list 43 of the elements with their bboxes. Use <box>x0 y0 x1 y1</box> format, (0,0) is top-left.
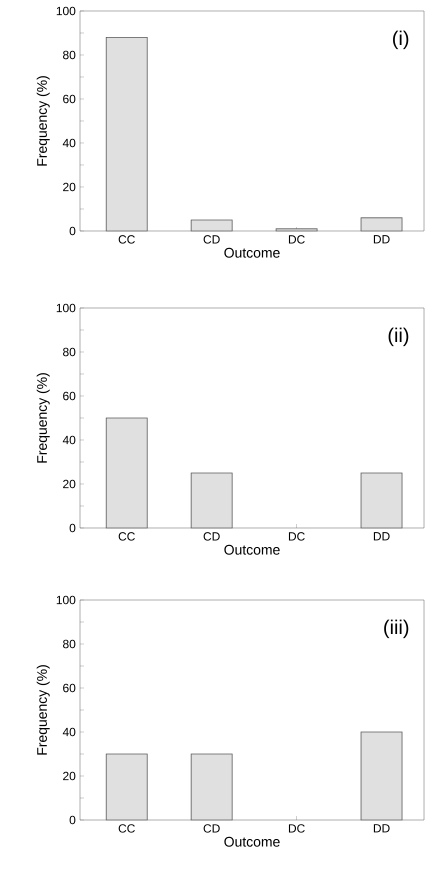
bar <box>276 228 318 232</box>
y-tick-label: 0 <box>70 226 76 236</box>
y-tick-label: 40 <box>62 728 76 736</box>
x-tick-label: CD <box>204 824 220 833</box>
x-tick-label: DC <box>288 824 305 833</box>
x-axis-title: Outcome <box>224 248 280 258</box>
y-tick-label: 60 <box>63 684 76 692</box>
y-tick-label: 60 <box>63 392 76 400</box>
x-tick-label: DD <box>374 235 390 244</box>
x-tick-label: DD <box>374 824 390 832</box>
y-axis-title: Frequency (%) <box>36 665 50 755</box>
y-tick-label: 100 <box>56 304 76 312</box>
bar <box>190 220 233 232</box>
y-tick-label: 40 <box>62 436 76 444</box>
x-axis-title: Outcome <box>224 836 280 847</box>
y-axis-title: Frequency (%) <box>36 76 50 166</box>
x-tick-label: CC <box>118 532 135 541</box>
annotation: (iii) <box>384 620 408 638</box>
y-tick-label: 40 <box>62 138 76 148</box>
y-axis-title: Frequency (%) <box>36 373 50 463</box>
x-tick-label: DC <box>288 235 305 244</box>
y-tick-label: 0 <box>70 524 76 532</box>
annotation: (ii) <box>388 328 408 346</box>
x-tick-label: CC <box>118 235 135 244</box>
y-tick-label: 20 <box>63 480 76 488</box>
y-tick-label: 20 <box>63 182 76 192</box>
y-tick-label: 0 <box>70 816 76 824</box>
y-tick-label: 80 <box>63 50 76 60</box>
y-tick-label: 100 <box>56 596 76 604</box>
y-tick-label: 80 <box>63 640 76 648</box>
bar <box>360 217 402 232</box>
bar <box>106 36 148 232</box>
x-axis-title: Outcome <box>224 544 280 555</box>
x-tick-label: CD <box>204 235 220 244</box>
y-tick-label: 60 <box>63 94 76 104</box>
x-tick-label: DD <box>374 532 390 540</box>
x-tick-label: DC <box>288 532 305 541</box>
y-tick-label: 20 <box>63 772 76 780</box>
y-tick-label: 80 <box>63 348 76 356</box>
annotation: (i) <box>393 30 408 50</box>
x-tick-label: CD <box>204 532 220 541</box>
x-tick-label: CC <box>118 824 135 833</box>
y-tick-label: 100 <box>56 6 76 16</box>
